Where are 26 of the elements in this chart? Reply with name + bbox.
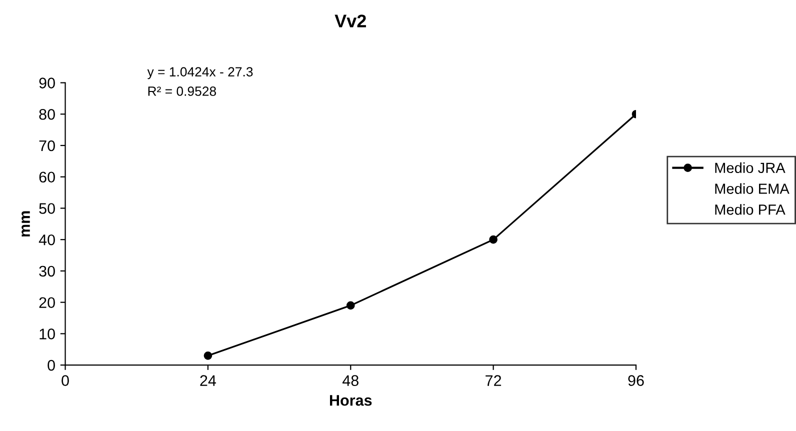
- legend-label: Medio JRA: [715, 162, 786, 174]
- point: [489, 235, 498, 244]
- y-tick-label: 40: [38, 234, 55, 246]
- annotation: R² = 0.9528: [148, 86, 216, 96]
- x-tick-label: 48: [342, 375, 358, 386]
- y-tick-label: 0: [48, 360, 55, 371]
- y-tick-label: 50: [39, 203, 55, 214]
- text: y = 1.0424x - 27.3: [147, 67, 253, 80]
- point: [346, 301, 355, 310]
- y-tick-label: 10: [40, 328, 55, 340]
- y-tick-label: 80: [39, 108, 55, 120]
- text: Medio EMA: [715, 183, 790, 194]
- y-tick-label: 20: [39, 297, 55, 308]
- x-tick-label: 0: [62, 375, 69, 386]
- y-tick-label: 60: [39, 172, 55, 183]
- text: Medio PFA: [715, 204, 786, 215]
- x-axis-title: Horas: [330, 395, 372, 406]
- x-tick-label: 24: [200, 375, 216, 386]
- point: [204, 351, 212, 360]
- y-tick-label: 90: [39, 78, 55, 88]
- x-tick-label: 96: [628, 375, 644, 386]
- x-tick-label: 72: [486, 375, 502, 386]
- y-axis-title: mm: [22, 211, 30, 236]
- y-tick-label: 70: [39, 140, 55, 152]
- chart-title: Vv2: [334, 14, 366, 28]
- y-tick-label: 30: [39, 266, 55, 277]
